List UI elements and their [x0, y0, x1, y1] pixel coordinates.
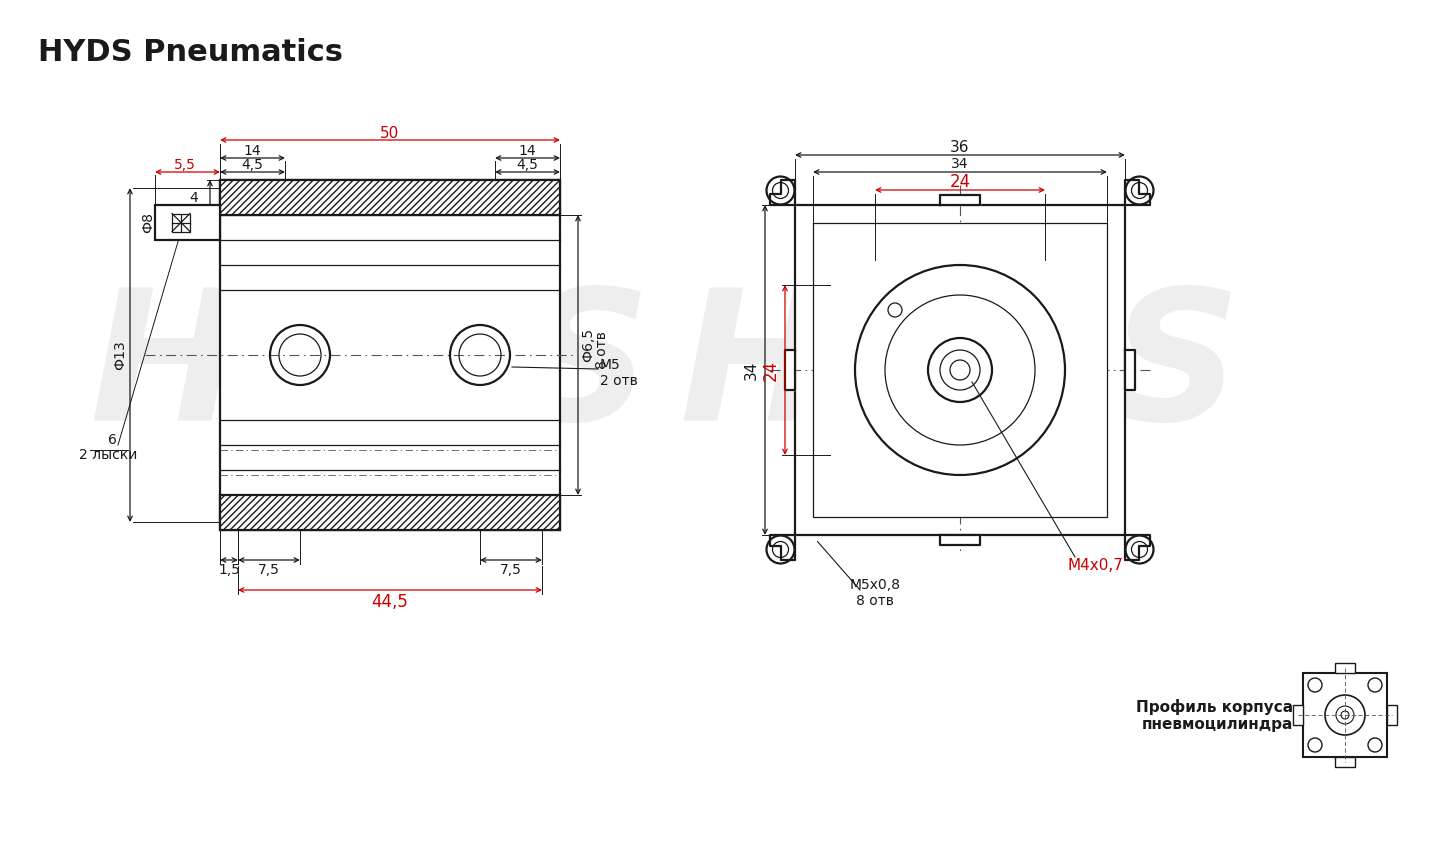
Bar: [1293, 705, 1304, 725]
Text: Профиль корпуса: Профиль корпуса: [1135, 699, 1293, 715]
Bar: [173, 213, 190, 231]
Text: 34: 34: [951, 157, 969, 171]
Text: Ф8: Ф8: [141, 212, 155, 233]
Polygon shape: [770, 535, 795, 560]
Text: 50: 50: [380, 126, 400, 140]
Polygon shape: [1125, 180, 1150, 205]
Text: 34: 34: [744, 360, 758, 380]
Bar: [795, 205, 1125, 535]
Text: 1,5: 1,5: [218, 563, 241, 577]
Text: 5,5: 5,5: [174, 158, 196, 172]
Bar: [220, 180, 560, 215]
Text: HYDS Pneumatics: HYDS Pneumatics: [38, 38, 344, 67]
Text: 4,5: 4,5: [516, 158, 538, 172]
Text: 2 лыски: 2 лыски: [78, 448, 138, 462]
Bar: [813, 223, 1106, 517]
Text: 7,5: 7,5: [500, 563, 522, 577]
Text: пневмоцилиндра: пневмоцилиндра: [1141, 717, 1293, 732]
Bar: [1335, 663, 1354, 673]
Text: 6: 6: [107, 433, 116, 447]
Text: 8 отв: 8 отв: [856, 594, 895, 608]
Bar: [220, 495, 560, 530]
Text: М5: М5: [600, 358, 621, 372]
Polygon shape: [1125, 350, 1135, 390]
Text: М4х0,7: М4х0,7: [1067, 558, 1122, 573]
Text: 4: 4: [190, 190, 199, 205]
Polygon shape: [940, 195, 980, 205]
Text: 14: 14: [519, 144, 536, 158]
Bar: [1335, 757, 1354, 767]
Text: 24: 24: [950, 173, 970, 191]
Bar: [220, 180, 560, 530]
Text: М5х0,8: М5х0,8: [850, 578, 900, 592]
Polygon shape: [1125, 535, 1150, 560]
Bar: [155, 205, 220, 240]
Text: HYDS: HYDS: [88, 282, 651, 458]
Text: 7,5: 7,5: [258, 563, 280, 577]
Polygon shape: [784, 350, 795, 390]
Text: HYDS: HYDS: [679, 282, 1241, 458]
Polygon shape: [940, 535, 980, 545]
Text: Ф13: Ф13: [113, 340, 128, 370]
Polygon shape: [770, 180, 795, 205]
Bar: [1388, 705, 1396, 725]
Text: Ф6,5: Ф6,5: [581, 328, 594, 362]
Text: 8 отв: 8 отв: [594, 331, 609, 369]
Text: 36: 36: [950, 139, 970, 155]
Text: 4,5: 4,5: [242, 158, 264, 172]
Text: 2 отв: 2 отв: [600, 374, 638, 388]
Text: 44,5: 44,5: [371, 593, 409, 611]
Bar: [1304, 673, 1388, 757]
Text: 14: 14: [244, 144, 261, 158]
Text: 24: 24: [763, 360, 780, 381]
